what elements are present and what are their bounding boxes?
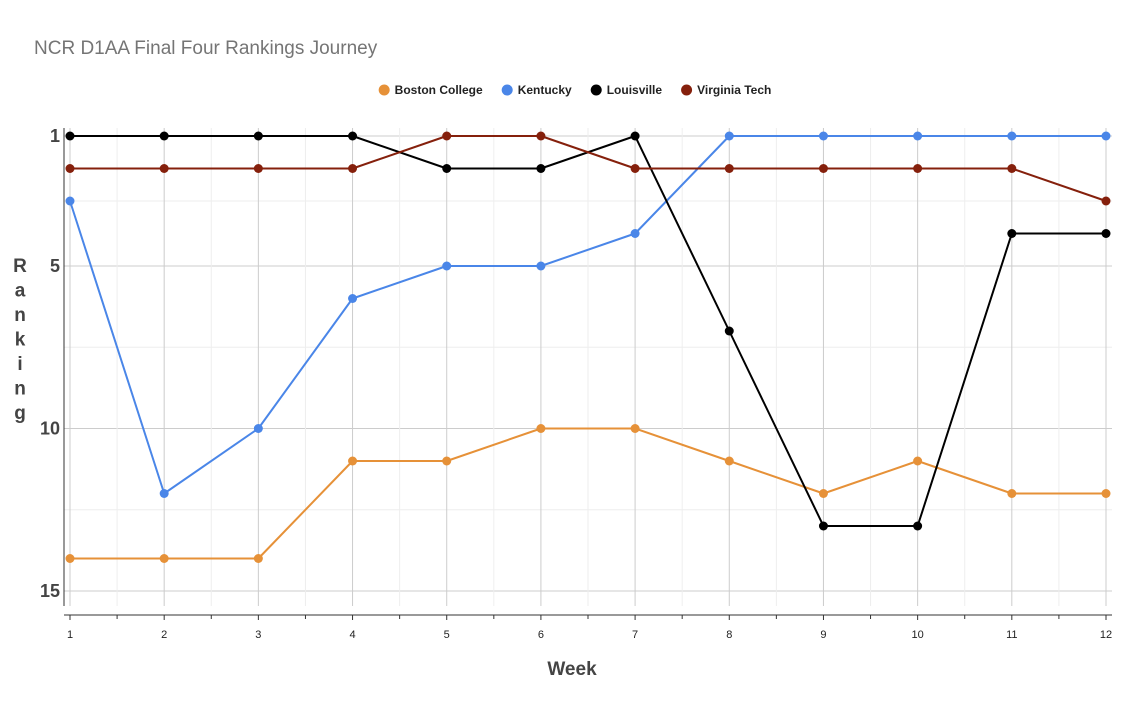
x-tick-label: 12 xyxy=(1100,629,1112,641)
series-virginia-tech xyxy=(65,131,1111,206)
data-point xyxy=(536,131,546,141)
data-point xyxy=(818,489,828,498)
y-tick-label: 1 xyxy=(50,126,60,146)
series-line xyxy=(69,135,1106,495)
data-point xyxy=(1101,131,1111,141)
x-tick-label: 11 xyxy=(1006,629,1017,641)
x-tick-label: 5 xyxy=(444,629,450,641)
data-point xyxy=(1101,229,1111,238)
data-point xyxy=(630,131,640,141)
data-point xyxy=(348,456,358,466)
series-line xyxy=(70,427,1106,560)
data-point xyxy=(913,131,923,141)
y-axis-label-char: n xyxy=(14,305,26,326)
data-point xyxy=(442,456,452,466)
chart-title: NCR D1AA Final Four Rankings Journey xyxy=(34,38,378,59)
data-point xyxy=(724,131,734,141)
series-boston-college xyxy=(65,424,1111,563)
legend-label: Louisville xyxy=(607,83,663,97)
data-point xyxy=(159,164,169,173)
series-line xyxy=(70,135,1107,202)
y-axis-label-char: R xyxy=(13,256,27,277)
legend-marker xyxy=(681,84,693,96)
data-point xyxy=(65,554,75,563)
grid xyxy=(64,128,1112,606)
data-point xyxy=(1007,131,1017,141)
legend-label: Kentucky xyxy=(518,83,572,97)
x-tick-label: 9 xyxy=(820,629,826,641)
data-point xyxy=(818,164,828,173)
data-point xyxy=(159,131,169,141)
y-axis-label-char: k xyxy=(15,330,26,351)
data-point xyxy=(348,164,358,173)
y-tick-label: 10 xyxy=(40,419,60,439)
y-axis-label-char: i xyxy=(17,354,22,375)
y-axis-label: Ranking xyxy=(13,256,27,424)
x-tick-label: 3 xyxy=(255,629,261,641)
data-point xyxy=(913,521,923,531)
data-point xyxy=(1101,196,1111,206)
data-point xyxy=(913,164,923,173)
data-point xyxy=(65,196,75,206)
data-point xyxy=(630,229,640,238)
data-point xyxy=(65,164,75,173)
x-tick-label: 10 xyxy=(912,629,924,641)
x-tick-label: 1 xyxy=(67,629,73,641)
y-axis-label-char: n xyxy=(14,379,26,400)
data-point xyxy=(253,554,263,563)
legend-marker xyxy=(590,84,602,96)
data-point xyxy=(1007,489,1017,498)
legend: Boston College Kentucky Louisville Virginia… xyxy=(378,83,771,97)
data-point xyxy=(348,294,358,303)
data-point xyxy=(1101,489,1111,498)
x-tick-label: 7 xyxy=(632,629,638,641)
data-point xyxy=(630,164,640,173)
y-tick-label: 15 xyxy=(40,581,60,601)
data-point xyxy=(913,456,923,466)
data-point xyxy=(536,164,546,173)
legend-item: Virginia Tech xyxy=(681,83,771,97)
data-point xyxy=(818,131,828,141)
legend-marker xyxy=(501,84,513,96)
data-point xyxy=(724,456,734,466)
legend-item: Louisville xyxy=(590,83,663,97)
data-point xyxy=(818,521,828,531)
data-point xyxy=(1007,164,1017,173)
x-tick-label: 6 xyxy=(538,629,544,641)
legend-item: Kentucky xyxy=(501,83,572,97)
x-tick-label: 8 xyxy=(726,629,732,641)
series-kentucky xyxy=(65,131,1111,498)
data-point xyxy=(442,261,452,271)
data-point xyxy=(724,326,734,336)
data-point xyxy=(442,164,452,173)
data-point xyxy=(253,164,263,173)
x-axis-label: Week xyxy=(547,659,597,680)
data-point xyxy=(630,424,640,433)
legend-label: Boston College xyxy=(395,83,483,97)
data-point xyxy=(159,554,169,563)
legend-label: Virginia Tech xyxy=(697,83,771,97)
data-point xyxy=(253,424,263,433)
x-tick-label: 4 xyxy=(349,629,355,641)
data-point xyxy=(1007,229,1017,238)
x-tick-label: 2 xyxy=(161,629,167,641)
y-axis-label-char: a xyxy=(15,281,26,302)
y-axis-label-char: g xyxy=(14,403,26,424)
data-point xyxy=(159,489,169,498)
legend-marker xyxy=(378,84,390,96)
data-point xyxy=(348,131,358,141)
data-point xyxy=(724,164,734,173)
y-tick-label: 5 xyxy=(50,256,60,276)
series-layer xyxy=(65,131,1111,563)
data-point xyxy=(253,131,263,141)
legend-item: Boston College xyxy=(378,83,483,97)
data-point xyxy=(65,131,75,141)
data-point xyxy=(442,131,452,141)
data-point xyxy=(536,261,546,271)
data-point xyxy=(536,424,546,433)
